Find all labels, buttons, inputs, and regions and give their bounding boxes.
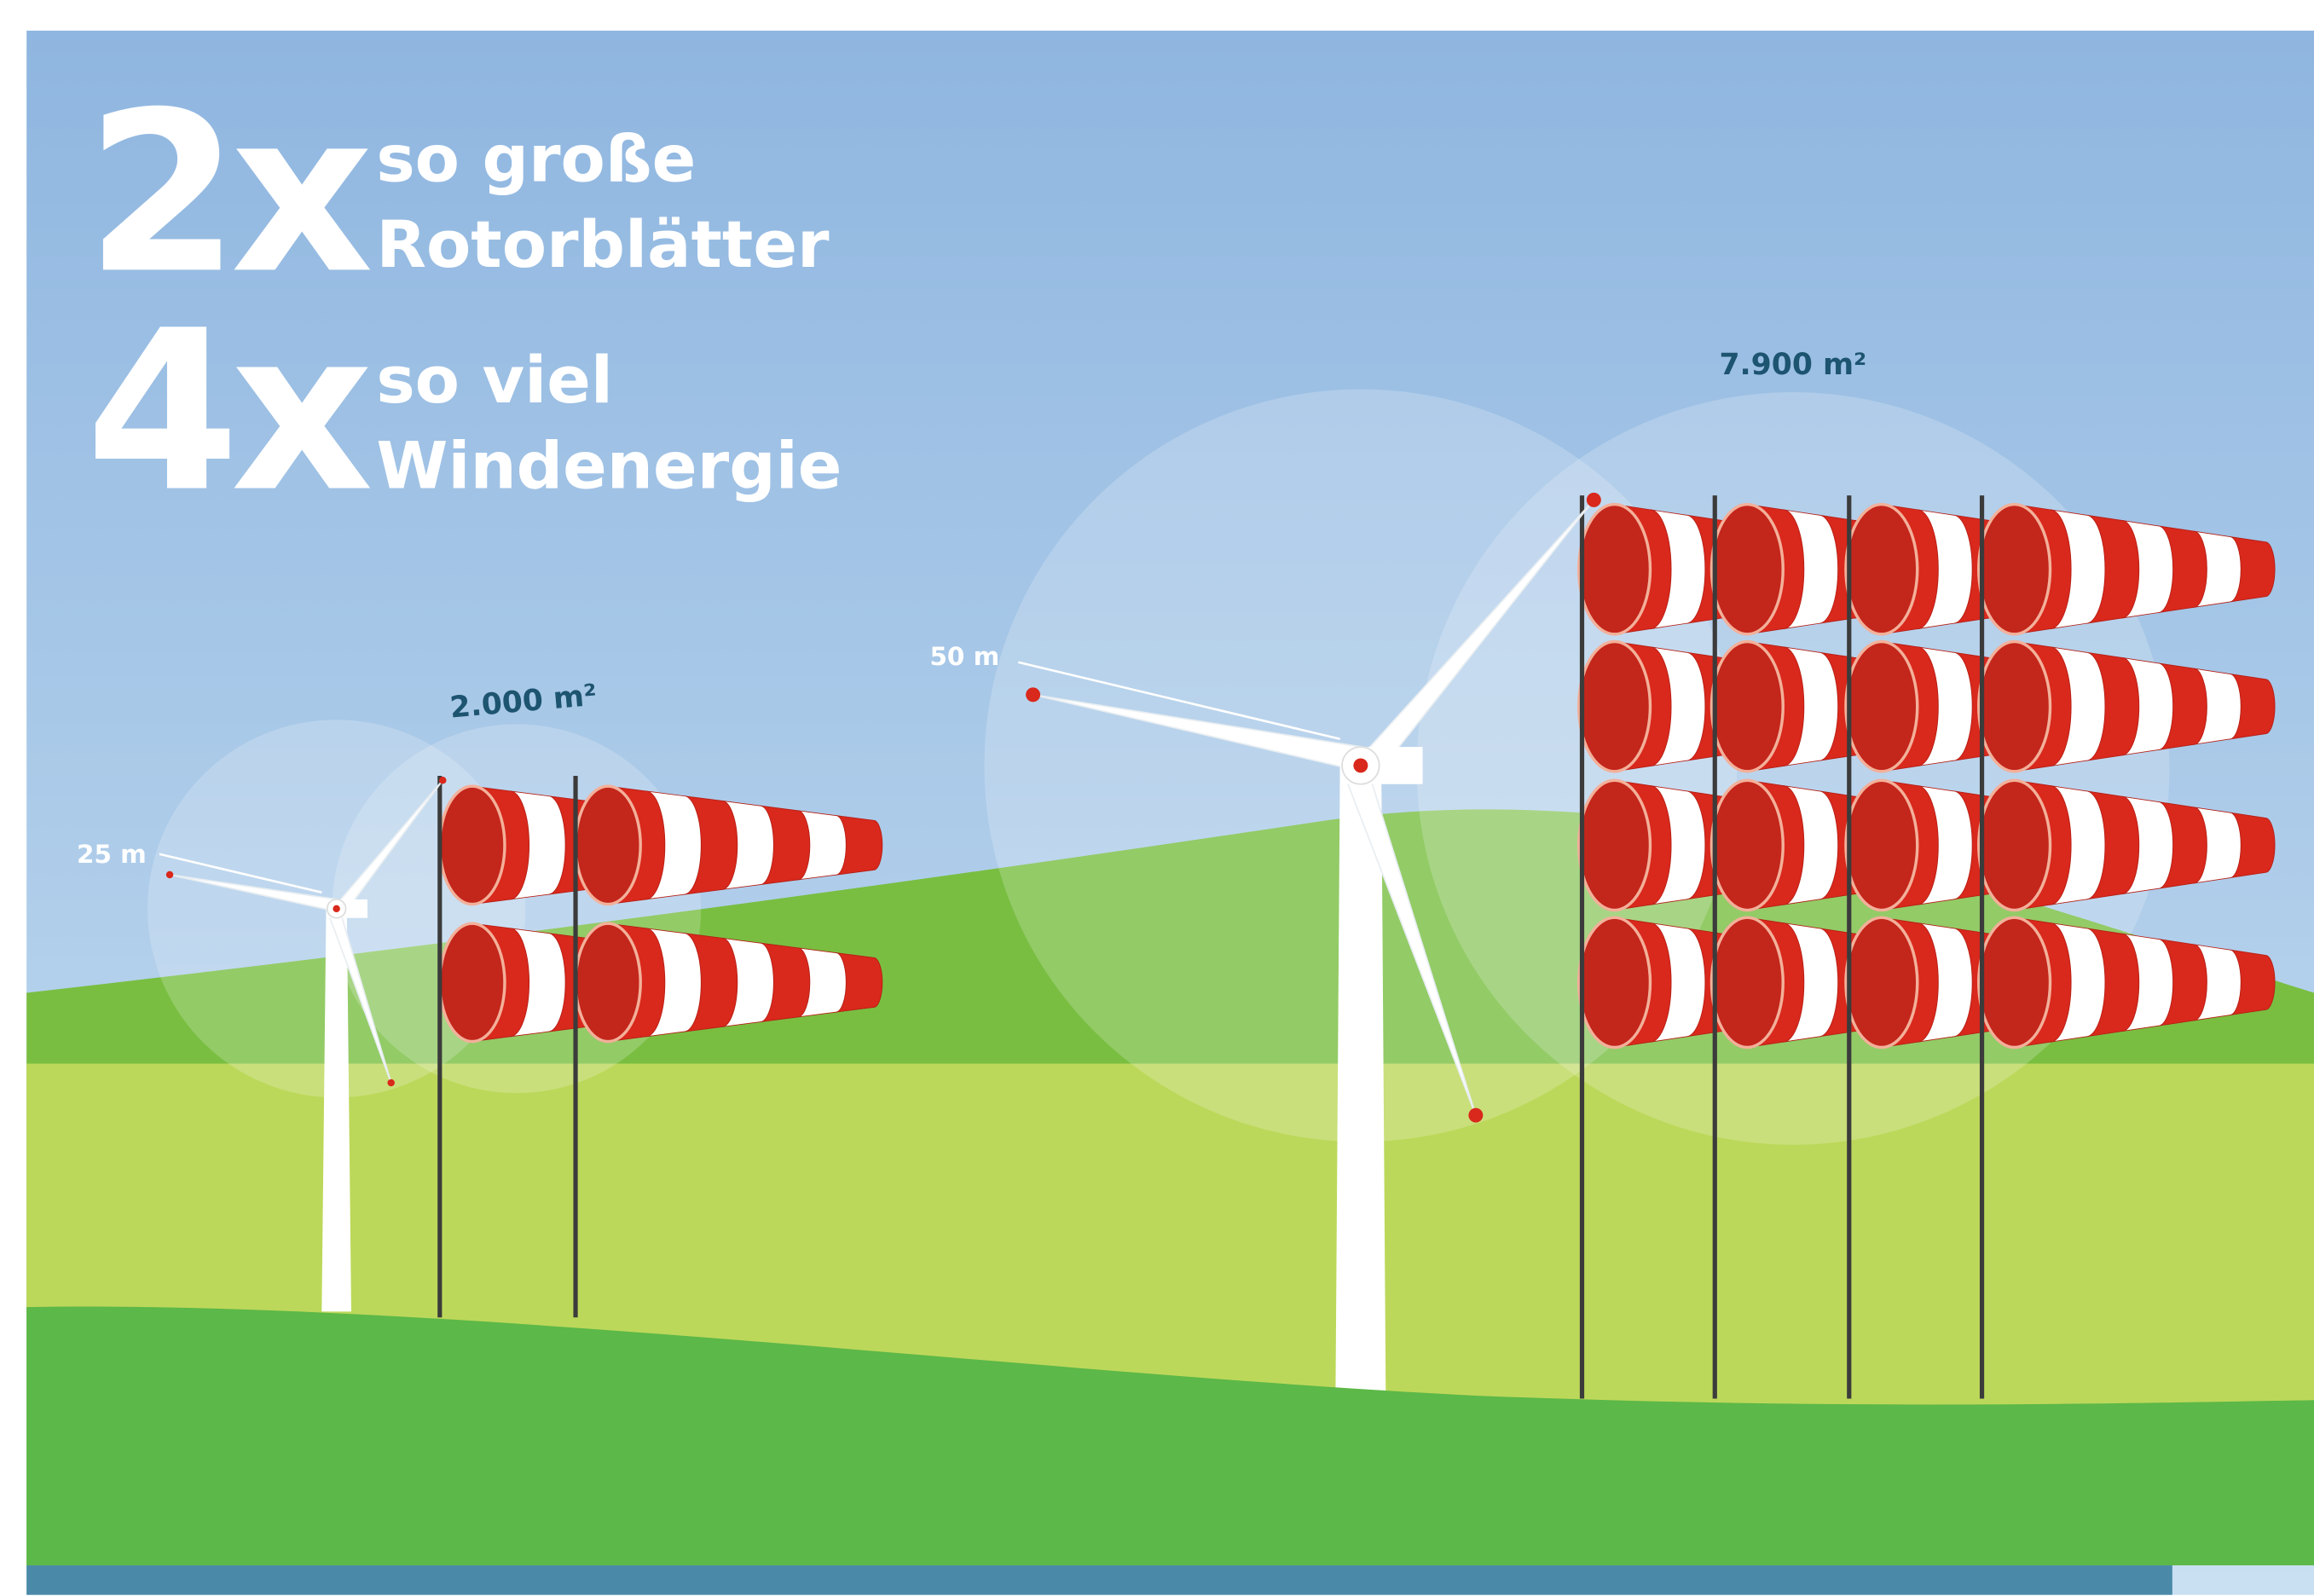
windsock-mouth	[1711, 642, 1783, 772]
windsock-mouth	[1979, 642, 2051, 772]
headline-line: so große	[376, 120, 696, 196]
hub-center	[1353, 758, 1368, 772]
windsock-mouth	[1579, 917, 1651, 1047]
tower	[321, 909, 351, 1312]
blade-tip	[166, 871, 173, 878]
windsock-mouth	[440, 786, 505, 904]
radius-label: 50 m	[929, 642, 999, 671]
windsock-mouth	[576, 786, 640, 904]
radius-label: 25 m	[77, 840, 147, 869]
headline-line: Windenergie	[376, 428, 842, 504]
windsock-mouth	[1979, 780, 2051, 910]
windsock-mouth	[440, 923, 505, 1041]
windsock-mouth	[1979, 917, 2051, 1047]
windsock-mouth	[1846, 917, 1918, 1047]
blade-tip	[1468, 1108, 1483, 1123]
bottom-bar	[26, 1565, 2172, 1595]
rotor-area	[332, 724, 701, 1093]
windsock-mouth	[1846, 642, 1918, 772]
windsock-mouth	[1711, 917, 1783, 1047]
area-label: 7.900 m²	[1719, 348, 1866, 382]
windsock-mouth	[576, 923, 640, 1041]
factor: 4x	[85, 284, 373, 541]
blade-tip	[439, 777, 446, 784]
windsock-mouth	[1846, 780, 1918, 910]
blade-tip	[387, 1079, 394, 1086]
windsock-mouth	[1579, 780, 1651, 910]
windsock-mouth	[1846, 505, 1918, 634]
infographic: 2x so große Rotorblätter 4x so viel Wind…	[0, 0, 2314, 1596]
windsock-mouth	[1579, 642, 1651, 772]
headline-line: Rotorblätter	[376, 206, 830, 282]
hub-center	[333, 905, 339, 912]
windsock-mouth	[1711, 780, 1783, 910]
blade-tip	[1026, 687, 1040, 702]
blade-tip	[1587, 493, 1601, 507]
windsock-mouth	[1711, 505, 1783, 634]
headline-line: so viel	[376, 342, 613, 418]
windsock-mouth	[1979, 505, 2051, 634]
windsock-mouth	[1579, 505, 1651, 634]
